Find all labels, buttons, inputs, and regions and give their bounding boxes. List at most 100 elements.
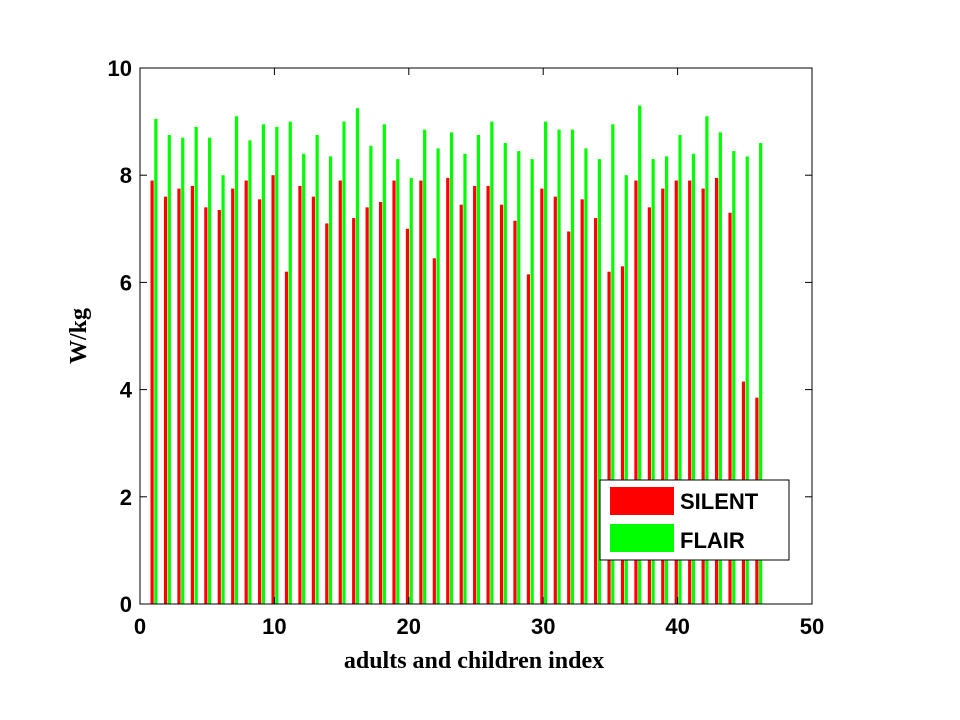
y-axis-title: W/kg (66, 308, 92, 364)
bar-silent-42 (701, 188, 705, 604)
bar-silent-44 (728, 212, 732, 604)
bar-silent-22 (432, 258, 436, 604)
bar-silent-34 (594, 218, 598, 604)
bar-flair-33 (584, 148, 588, 604)
bar-silent-39 (661, 188, 665, 604)
bar-silent-29 (526, 274, 531, 604)
bar-flair-19 (396, 159, 400, 604)
bar-flair-44 (732, 151, 736, 604)
bar-flair-27 (503, 143, 507, 605)
bar-flair-29 (530, 159, 534, 604)
bar-silent-3 (177, 188, 181, 604)
bar-flair-39 (664, 156, 669, 604)
bar-flair-16 (355, 108, 360, 604)
bar-silent-43 (714, 177, 719, 604)
bar-silent-15 (338, 180, 342, 604)
bar-flair-1 (154, 118, 158, 605)
bar-flair-46 (759, 143, 763, 605)
bar-flair-42 (705, 116, 709, 605)
bar-flair-11 (288, 121, 292, 604)
x-tick-label-0: 0 (134, 614, 146, 639)
bar-silent-21 (419, 180, 423, 604)
bar-silent-14 (325, 223, 329, 604)
bar-silent-20 (405, 228, 410, 605)
bar-flair-24 (463, 153, 467, 604)
legend: SILENT FLAIR (599, 479, 790, 561)
bar-flair-41 (691, 153, 696, 604)
bar-flair-13 (315, 135, 319, 604)
legend-swatch-flair (610, 524, 674, 552)
bar-silent-35 (607, 271, 611, 604)
bar-silent-7 (231, 188, 235, 604)
bar-flair-10 (275, 126, 279, 605)
bar-silent-11 (284, 271, 289, 604)
bar-silent-33 (580, 199, 584, 604)
bar-flair-20 (409, 177, 413, 604)
bar-flair-26 (490, 121, 494, 604)
bar-flair-31 (557, 129, 561, 604)
bar-silent-17 (365, 207, 369, 605)
bar-silent-30 (540, 188, 544, 604)
bar-flair-25 (476, 135, 481, 604)
bar-silent-1 (150, 180, 154, 604)
plot-frame (139, 67, 813, 605)
y-tick-label-0: 0 (120, 592, 132, 617)
bar-flair-22 (436, 148, 440, 604)
bar-flair-36 (624, 175, 628, 604)
bar-silent-32 (567, 231, 571, 605)
bar-flair-4 (194, 126, 198, 605)
bar-silent-4 (190, 185, 195, 605)
bar-silent-19 (392, 180, 396, 604)
bar-silent-18 (378, 202, 383, 604)
axis-ticks (139, 67, 813, 605)
bar-flair-32 (570, 129, 575, 604)
bar-flair-12 (302, 153, 306, 604)
bar-silent-36 (620, 266, 625, 604)
bar-flair-28 (517, 151, 521, 604)
y-tick-label-10: 10 (108, 56, 132, 81)
bar-silent-24 (459, 204, 463, 604)
bar-silent-41 (688, 180, 692, 604)
bar-flair-17 (369, 145, 373, 604)
x-tick-label-40: 40 (665, 614, 689, 639)
bar-silent-27 (499, 204, 504, 604)
bar-flair-18 (382, 124, 386, 604)
x-tick-label-30: 30 (531, 614, 555, 639)
bar-silent-6 (217, 210, 221, 605)
bar-flair-35 (611, 124, 615, 604)
bar-flair-7 (234, 116, 239, 605)
bar-silent-13 (311, 196, 315, 604)
axis-tick-labels: 0 10 20 30 40 50 0 2 4 6 8 10 (108, 56, 825, 639)
legend-swatch-silent (610, 487, 674, 515)
bar-flair-34 (597, 159, 601, 604)
bar-silent-5 (204, 207, 208, 605)
bar-flair-38 (651, 159, 655, 604)
bar-flair-37 (638, 105, 642, 605)
x-axis-title: adults and children index (344, 648, 604, 674)
bar-flair-8 (248, 140, 252, 605)
bar-silent-2 (163, 196, 168, 604)
bar-flair-2 (167, 135, 171, 604)
bar-flair-9 (261, 124, 265, 604)
bar-silent-31 (553, 196, 557, 604)
y-tick-label-4: 4 (120, 378, 133, 403)
flair-series (154, 105, 763, 605)
bar-silent-9 (258, 199, 262, 604)
bar-flair-15 (342, 121, 346, 604)
x-tick-label-50: 50 (800, 614, 824, 639)
y-tick-label-2: 2 (120, 485, 132, 510)
bar-silent-23 (446, 177, 450, 604)
bar-flair-21 (423, 129, 427, 604)
x-tick-label-10: 10 (262, 614, 286, 639)
x-tick-label-20: 20 (397, 614, 421, 639)
bar-silent-25 (473, 185, 477, 605)
bar-silent-16 (352, 218, 356, 604)
bar-silent-12 (298, 185, 302, 605)
silent-series (150, 175, 759, 605)
bar-flair-5 (208, 137, 212, 604)
bar-silent-38 (647, 207, 651, 605)
bar-flair-40 (678, 135, 682, 604)
bar-silent-28 (513, 220, 517, 604)
y-tick-label-6: 6 (120, 270, 132, 295)
